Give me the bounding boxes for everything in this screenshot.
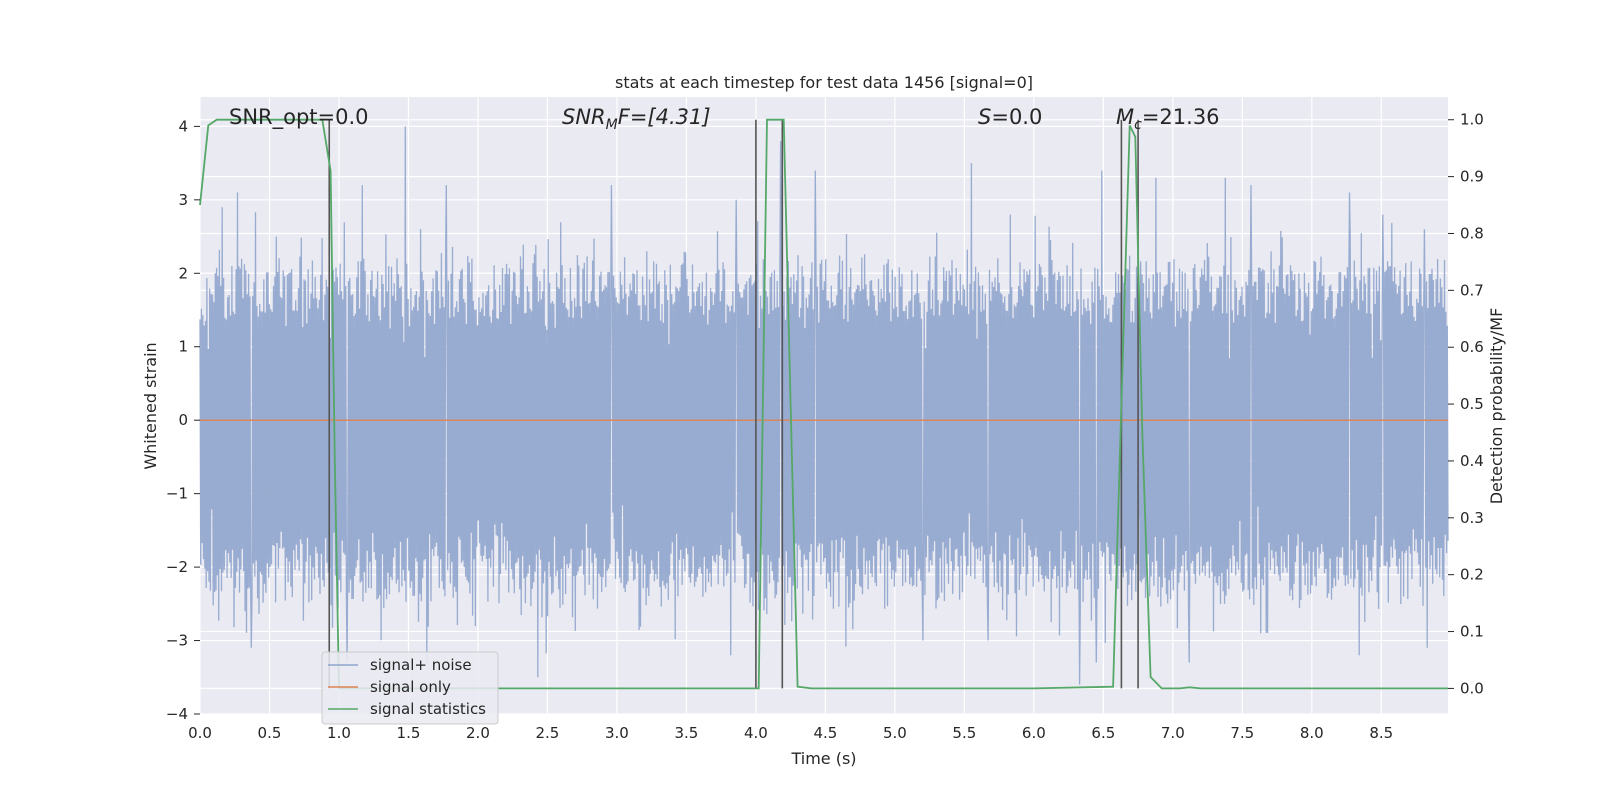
axis-ticks: 0.0 0.5 1.0 1.5 2.0 2.5 3.0 3.5 4.0 4.5 5.0 5.5 6.0 6… — [166, 111, 1484, 742]
y-right-tick-label: 0.9 — [1460, 168, 1484, 186]
legend-label-stats: signal statistics — [370, 700, 486, 718]
legend-label-signal: signal only — [370, 678, 451, 696]
x-tick-label: 7.0 — [1161, 724, 1185, 742]
annotation-mc: Mc=21.36 — [1116, 105, 1220, 133]
x-tick-label: 7.5 — [1230, 724, 1254, 742]
chart-title: stats at each timestep for test data 145… — [615, 73, 1033, 92]
y-right-tick-label: 0.7 — [1460, 281, 1484, 299]
y-right-tick-label: 0.8 — [1460, 224, 1484, 242]
x-tick-label: 6.0 — [1022, 724, 1046, 742]
x-tick-label: 3.0 — [605, 724, 629, 742]
y-right-tick-label: 0.0 — [1460, 679, 1484, 697]
x-tick-label: 1.5 — [397, 724, 421, 742]
y-right-tick-label: 0.4 — [1460, 452, 1484, 470]
legend-box — [321, 651, 499, 725]
x-tick-label: 5.5 — [952, 724, 976, 742]
y-right-tick-label: 1.0 — [1460, 111, 1484, 129]
x-tick-label: 4.5 — [813, 724, 837, 742]
x-tick-label: 8.5 — [1369, 724, 1393, 742]
x-tick-label: 5.0 — [883, 724, 907, 742]
y-right-tick-label: 0.5 — [1460, 395, 1484, 413]
y-tick-label: 1 — [178, 338, 188, 356]
annotation-s: S=0.0 — [978, 105, 1042, 129]
y-right-tick-label: 0.3 — [1460, 509, 1484, 527]
x-tick-label: 3.5 — [674, 724, 698, 742]
x-tick-label: 4.0 — [744, 724, 768, 742]
x-tick-label: 0.0 — [188, 724, 212, 742]
x-tick-label: 1.0 — [327, 724, 351, 742]
y-axis-right-label: Detection probability/MF — [1487, 308, 1506, 505]
signal-noise-series — [199, 126, 1449, 685]
annotation-snr-mf: SNRMF=[4.31] — [562, 105, 711, 133]
x-tick-label: 0.5 — [258, 724, 282, 742]
annotation-snr-opt: SNR_opt=0.0 — [229, 105, 369, 130]
y-tick-label: −1 — [166, 485, 188, 503]
legend: signal+ noise signal only signal statist… — [321, 651, 499, 725]
x-tick-label: 6.5 — [1091, 724, 1115, 742]
y-tick-label: −4 — [166, 705, 188, 723]
y-tick-label: 3 — [178, 191, 188, 209]
y-tick-label: −2 — [166, 558, 188, 576]
x-axis-label: Time (s) — [790, 749, 856, 768]
y-tick-label: 4 — [178, 117, 188, 135]
y-tick-label: 2 — [178, 264, 188, 282]
y-right-tick-label: 0.6 — [1460, 338, 1484, 356]
y-right-tick-label: 0.1 — [1460, 623, 1484, 641]
y-tick-label: 0 — [178, 411, 188, 429]
x-tick-label: 2.0 — [466, 724, 490, 742]
signal-statistics-line — [199, 118, 1448, 690]
legend-label-noise: signal+ noise — [370, 656, 472, 674]
y-tick-label: −3 — [166, 632, 188, 650]
x-tick-label: 2.5 — [536, 724, 560, 742]
signal-statistics-series — [199, 118, 1448, 690]
y-right-tick-label: 0.2 — [1460, 566, 1484, 584]
x-tick-label: 8.0 — [1300, 724, 1324, 742]
y-axis-label: Whitened strain — [141, 342, 160, 469]
signal-noise-line — [199, 126, 1449, 685]
